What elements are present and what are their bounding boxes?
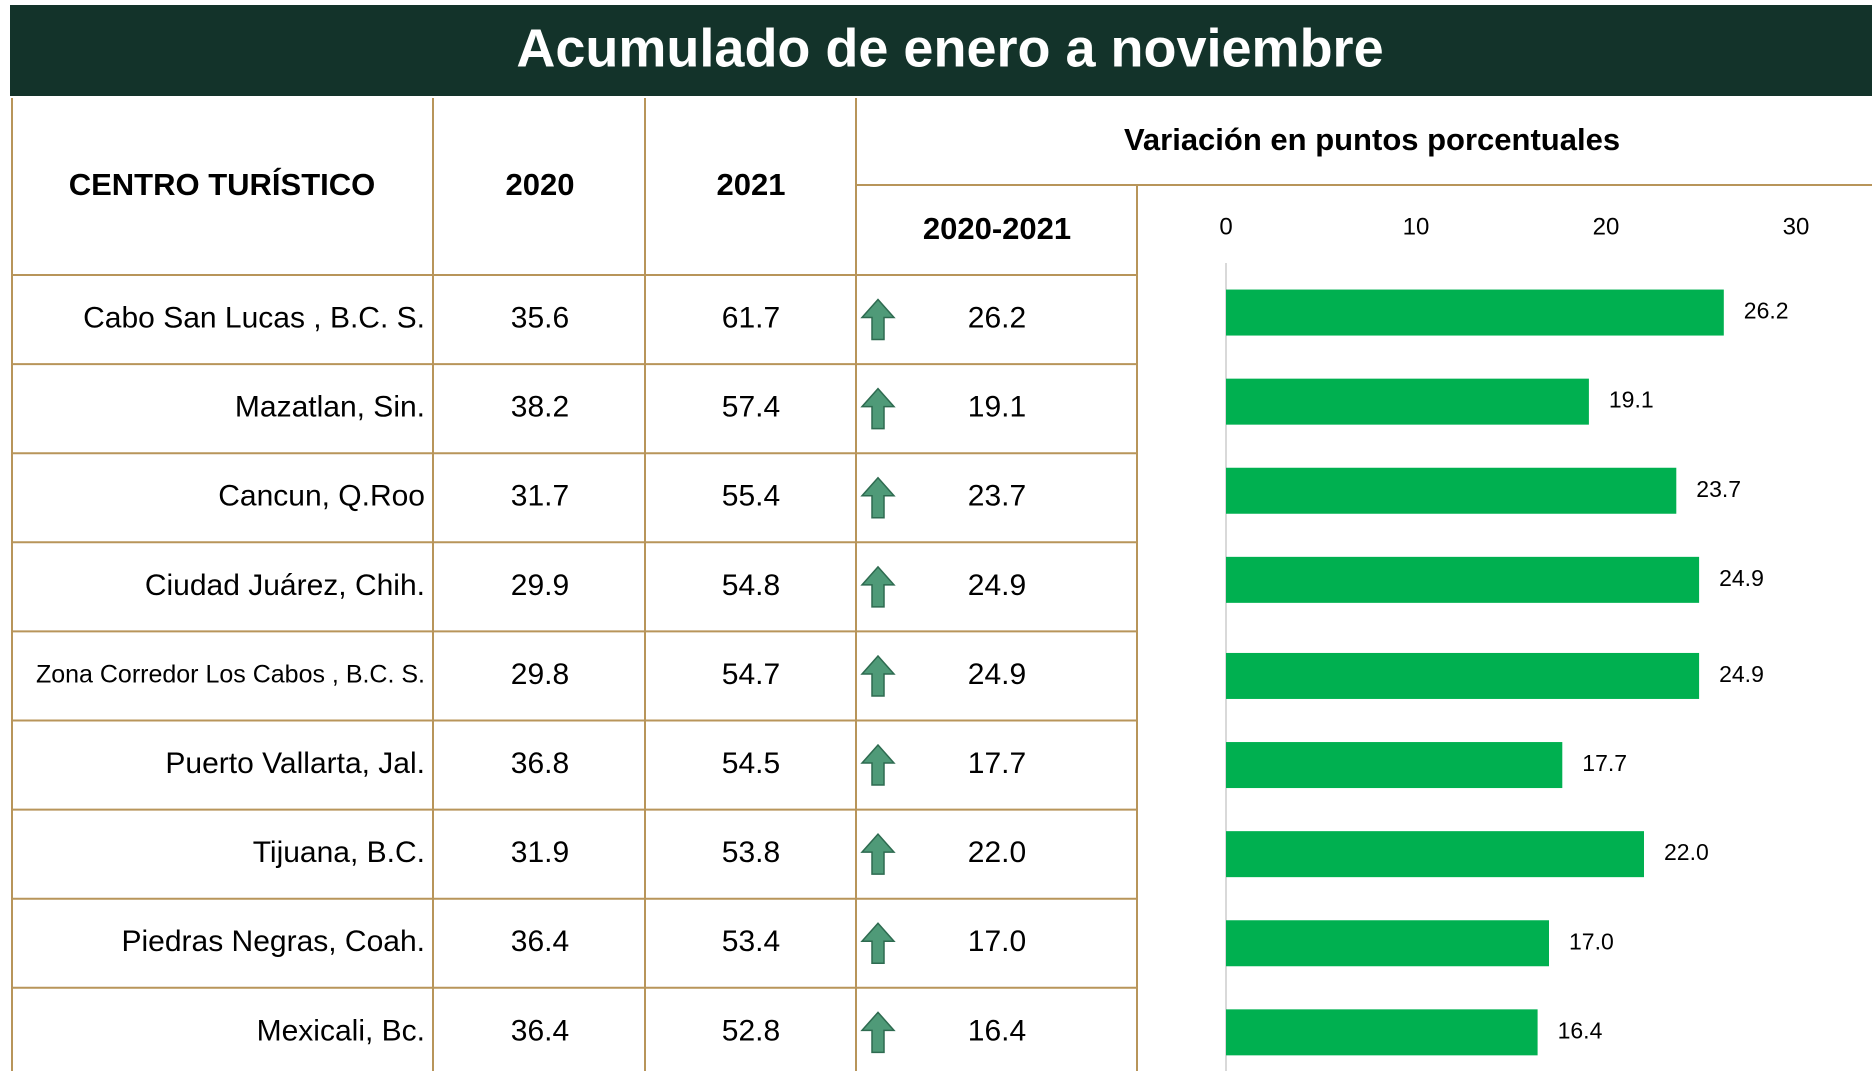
cell: 53.4 [722, 925, 780, 958]
cell: 29.8 [511, 658, 569, 691]
cell: 19.1 [968, 391, 1026, 424]
cell: 35.6 [511, 301, 569, 334]
value-label: 26.2 [1744, 298, 1789, 324]
up-arrow [860, 833, 896, 875]
row-label: Mexicali, Bc. [257, 1014, 425, 1047]
value-label: 19.1 [1609, 387, 1654, 413]
row-label: Mazatlan, Sin. [235, 391, 425, 424]
x-tick-label: 30 [1783, 213, 1810, 240]
title-bar [10, 5, 1872, 96]
up-arrow [860, 654, 896, 697]
header: CENTRO TURÍSTICO [69, 167, 376, 202]
cell: 24.9 [968, 658, 1026, 691]
title: Acumulado de enero a noviembre [516, 18, 1383, 78]
bar [1226, 556, 1700, 603]
cell: 36.4 [511, 1014, 569, 1047]
cell: 57.4 [722, 391, 780, 424]
period-header: 2020-2021 [923, 211, 1071, 246]
up-arrow [860, 298, 896, 341]
cell: 16.4 [968, 1014, 1026, 1047]
table-lines [11, 98, 1872, 1071]
bar [1226, 1009, 1538, 1056]
value-label: 17.0 [1569, 928, 1614, 954]
cell: 55.4 [722, 480, 780, 513]
cell: 17.7 [968, 747, 1026, 780]
x-tick-label: 0 [1219, 213, 1232, 240]
cell: 54.5 [722, 747, 780, 780]
bar [1226, 742, 1563, 789]
cell: 52.8 [722, 1014, 780, 1047]
header: 2021 [717, 167, 786, 202]
cell: 36.8 [511, 747, 569, 780]
cell: 31.7 [511, 480, 569, 513]
value-label: 23.7 [1696, 476, 1741, 502]
cell: 61.7 [722, 301, 780, 334]
cell: 23.7 [968, 480, 1026, 513]
cell: 53.8 [722, 836, 780, 869]
row-label: Cabo San Lucas , B.C. S. [83, 301, 425, 334]
value-label: 16.4 [1558, 1017, 1603, 1043]
cell: 36.4 [511, 925, 569, 958]
up-arrow [860, 743, 896, 786]
cell: 17.0 [968, 925, 1026, 958]
value-label: 24.9 [1719, 661, 1764, 687]
value-label: 24.9 [1719, 565, 1764, 591]
value-label: 22.0 [1664, 839, 1709, 865]
row-label: Zona Corredor Los Cabos , B.C. S. [36, 661, 425, 689]
bar [1226, 831, 1644, 878]
bar [1226, 652, 1700, 699]
bar [1226, 920, 1549, 967]
bar [1226, 289, 1724, 336]
cell: 38.2 [511, 391, 569, 424]
variation-header: Variación en puntos porcentuales [1124, 122, 1620, 157]
bar [1226, 467, 1677, 514]
bar [1226, 378, 1589, 425]
up-arrow [860, 387, 896, 430]
cell: 29.9 [511, 569, 569, 602]
header: 2020 [506, 167, 575, 202]
cell: 54.7 [722, 658, 780, 691]
up-arrow [860, 476, 896, 519]
row-label: Ciudad Juárez, Chih. [145, 569, 425, 602]
row-label: Tijuana, B.C. [253, 836, 425, 869]
up-arrow [860, 1011, 896, 1054]
x-tick-label: 10 [1403, 213, 1430, 240]
x-tick-label: 20 [1593, 213, 1620, 240]
cell: 22.0 [968, 836, 1026, 869]
value-label: 17.7 [1582, 750, 1627, 776]
row-label: Piedras Negras, Coah. [122, 925, 426, 958]
up-arrow [860, 565, 896, 608]
cell: 24.9 [968, 569, 1026, 602]
cell: 26.2 [968, 301, 1026, 334]
cell: 54.8 [722, 569, 780, 602]
cell: 31.9 [511, 836, 569, 869]
row-label: Puerto Vallarta, Jal. [165, 747, 425, 780]
up-arrow [860, 922, 896, 964]
row-label: Cancun, Q.Roo [218, 480, 425, 513]
